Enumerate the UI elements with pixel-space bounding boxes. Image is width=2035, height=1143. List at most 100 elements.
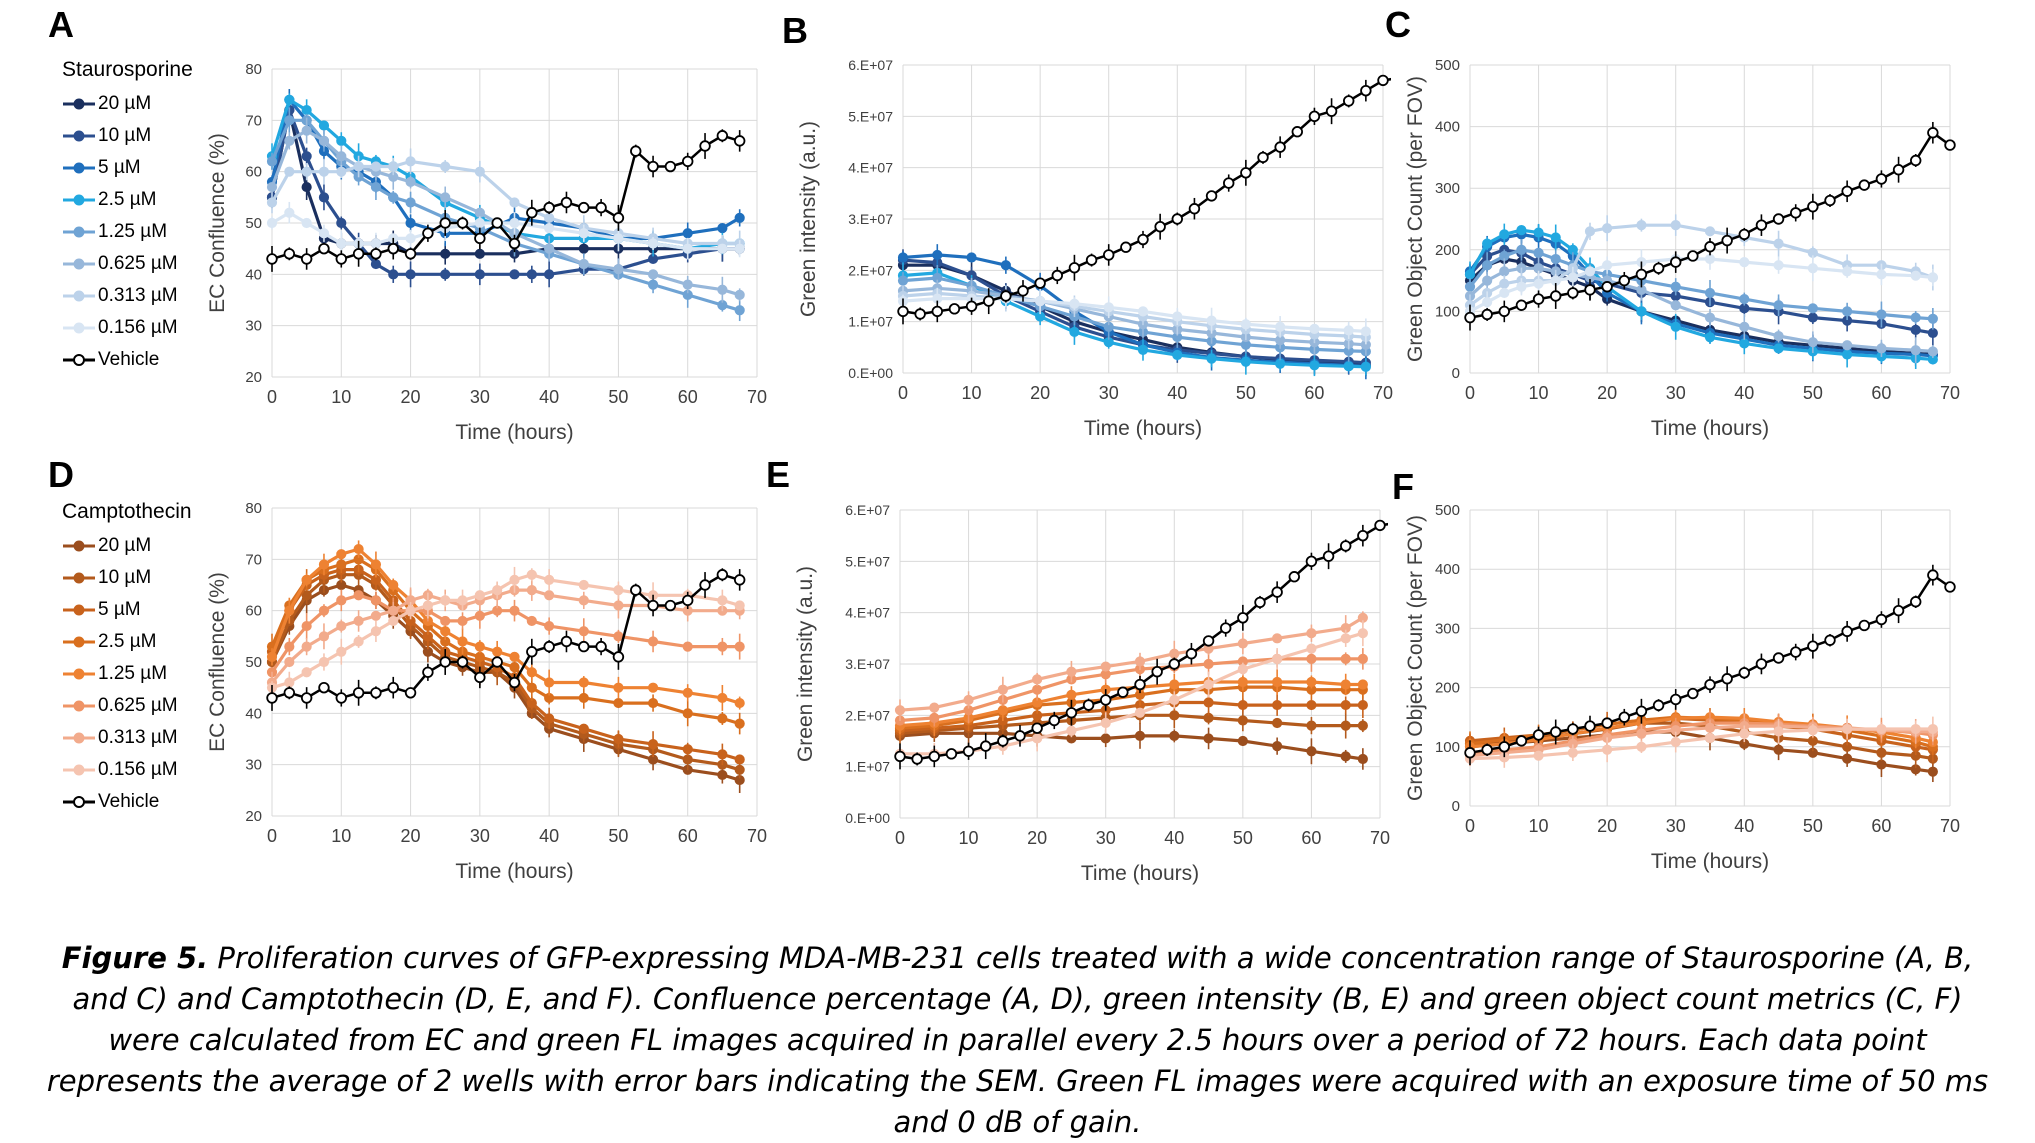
legend-label: Vehicle	[98, 349, 160, 370]
data-point	[1499, 266, 1510, 277]
data-point	[682, 744, 693, 755]
data-point	[370, 559, 382, 570]
data-point	[647, 279, 659, 290]
legend-swatch	[63, 258, 95, 270]
data-point	[336, 166, 347, 177]
data-point	[508, 676, 521, 689]
series-Vehicle	[897, 74, 1391, 325]
data-point	[388, 161, 399, 172]
data-point	[1340, 540, 1352, 552]
y-axis-label: Green intensity (a.u.)	[797, 121, 820, 317]
data-point	[630, 584, 642, 596]
data-point	[526, 646, 538, 658]
data-point	[1636, 728, 1647, 739]
data-point	[405, 156, 416, 167]
data-point	[353, 543, 364, 555]
data-point	[1082, 699, 1095, 711]
data-point	[894, 705, 906, 716]
data-point	[1272, 676, 1283, 688]
data-point	[1306, 653, 1317, 664]
data-point	[682, 641, 693, 652]
data-point	[717, 692, 728, 704]
data-point	[387, 681, 399, 694]
x-tick-label: 40	[539, 826, 559, 846]
data-point	[1944, 581, 1956, 593]
data-point	[717, 223, 728, 234]
series-Vehicle	[266, 129, 746, 272]
x-tick-label: 10	[962, 383, 982, 403]
data-point	[1308, 110, 1321, 123]
data-point	[1464, 269, 1476, 280]
data-point	[1739, 728, 1750, 739]
data-point	[1275, 358, 1286, 369]
data-point	[1772, 652, 1785, 664]
data-point	[1237, 699, 1248, 711]
legend-label: 0.156 µM	[98, 759, 178, 780]
data-point	[509, 651, 520, 662]
data-point	[388, 605, 399, 616]
y-tick-label: 300	[1435, 620, 1460, 637]
data-point	[456, 217, 469, 229]
data-point	[1169, 679, 1180, 690]
data-point	[1357, 628, 1368, 639]
data-point	[1309, 360, 1320, 371]
data-point	[1567, 272, 1578, 283]
y-axis-label: EC Confluence (%)	[206, 133, 229, 313]
data-point	[734, 641, 745, 652]
legend-title: Camptothecin	[62, 500, 192, 523]
chart-e-green-intensity: 0 10 20 30 40 50 60 70 0.E+00 1.E+07 2.E+07 3.E+07 4…	[794, 502, 1390, 885]
data-point	[612, 212, 625, 224]
data-point	[1357, 679, 1368, 690]
data-point	[734, 305, 745, 316]
data-point	[491, 217, 503, 229]
data-point	[578, 692, 589, 704]
data-point	[578, 595, 589, 606]
data-point	[1773, 238, 1784, 249]
legend-label: 0.625 µM	[98, 253, 178, 274]
series-line	[271, 134, 741, 261]
data-point	[422, 666, 434, 678]
data-point	[682, 754, 693, 765]
series-Vehicle	[894, 519, 1388, 770]
data-point	[1910, 154, 1922, 167]
data-point	[1168, 658, 1180, 670]
data-point	[734, 600, 745, 611]
data-point	[440, 192, 451, 203]
legend-item: 0.625 µM	[62, 248, 193, 280]
data-point	[1704, 253, 1716, 265]
series-0.156M	[266, 566, 745, 695]
data-point	[474, 610, 485, 621]
data-point	[1652, 699, 1665, 712]
data-point	[1272, 699, 1283, 711]
data-point	[1464, 311, 1476, 324]
data-point	[335, 692, 347, 704]
legend-item: 10 µM	[62, 120, 193, 152]
data-point	[474, 651, 485, 662]
data-point	[509, 662, 520, 673]
y-tick-label: 300	[1435, 180, 1460, 197]
data-point	[1357, 753, 1368, 765]
data-point	[1085, 254, 1098, 266]
data-point	[983, 295, 995, 307]
data-point	[1120, 241, 1132, 253]
data-point	[699, 140, 711, 152]
data-point	[1288, 571, 1300, 583]
data-point	[716, 569, 729, 581]
legend-swatch	[63, 290, 95, 302]
legend-swatch	[63, 540, 95, 552]
data-point	[370, 181, 382, 193]
data-point	[1601, 281, 1613, 293]
data-point	[1738, 228, 1750, 241]
data-point	[664, 160, 677, 173]
data-point	[1499, 287, 1510, 299]
data-point	[318, 681, 330, 694]
data-point	[1048, 714, 1060, 727]
data-point	[440, 615, 451, 627]
data-point	[1858, 179, 1870, 191]
data-point	[526, 615, 537, 627]
data-point	[318, 559, 330, 570]
data-point	[966, 252, 977, 263]
y-tick-label: 400	[1435, 119, 1460, 136]
y-tick-label: 200	[1435, 680, 1460, 697]
data-point	[1533, 227, 1544, 238]
